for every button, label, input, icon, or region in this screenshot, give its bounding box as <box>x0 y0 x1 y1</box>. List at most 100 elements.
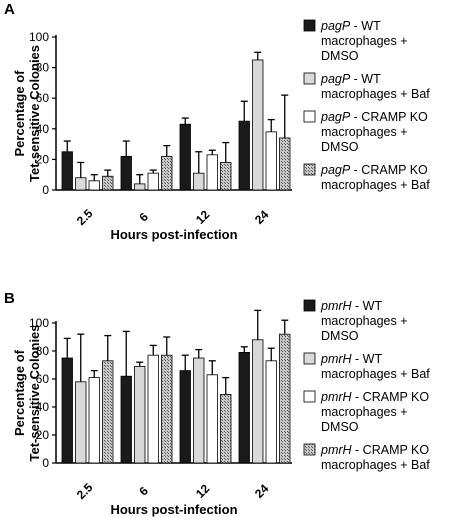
legend-label-line: pmrH - WT <box>320 299 382 313</box>
legend-label-line: macrophages + Baf <box>321 87 430 101</box>
bar-black <box>238 351 250 464</box>
bar-black <box>61 357 73 464</box>
legend-label-line: pmrH - CRAMP KO <box>320 390 429 404</box>
y-tick-label: 80 <box>36 344 50 358</box>
legend-label-line: DMSO <box>321 140 359 154</box>
bar-black <box>179 123 191 191</box>
y-axis-title: Percentage ofTet-sensitive Colonies <box>12 45 42 182</box>
bar-hatched <box>220 393 232 464</box>
y-tick-label: 60 <box>36 91 50 105</box>
y-tick-label: 20 <box>36 428 50 442</box>
legend-label-text: - WT <box>350 72 381 86</box>
x-tick-label: 6 <box>136 210 151 225</box>
legend-gene-name: pagP <box>320 163 351 177</box>
legend-label-text: DMSO <box>321 140 359 154</box>
x-axis-title: Hours post-infection <box>110 502 237 517</box>
bar-white <box>147 354 159 464</box>
legend-label-line: macrophages + Baf <box>321 178 430 192</box>
legend-swatch-hatched <box>303 443 316 456</box>
bar-white <box>88 377 100 464</box>
x-tick-label: 2.5 <box>74 206 96 228</box>
legend-label-line: DMSO <box>321 49 359 63</box>
bar-lightgray <box>134 183 146 191</box>
legend-gene-name: pagP <box>320 110 351 124</box>
bar-white <box>265 360 277 464</box>
bar-hatched <box>279 333 291 464</box>
y-tick-label: 80 <box>36 61 50 75</box>
legend-swatch-black <box>303 19 316 32</box>
panel-letter: B <box>4 290 15 307</box>
legend-gene-name: pmrH <box>320 390 353 404</box>
y-tick-label: 20 <box>36 152 50 166</box>
legend-swatch-black <box>303 299 316 312</box>
legend-label-text: DMSO <box>321 49 359 63</box>
bar-black <box>179 370 191 464</box>
legend-label-line: macrophages + <box>321 314 408 328</box>
bar-white <box>265 131 277 191</box>
y-tick-label: 100 <box>29 316 49 330</box>
legend-label-text: macrophages + Baf <box>321 178 430 192</box>
bar-hatched <box>102 360 114 464</box>
legend-label-text: - CRAMP KO <box>350 110 428 124</box>
legend-gene-name: pagP <box>320 72 351 86</box>
legend-swatch-white <box>303 390 316 403</box>
bar-hatched <box>279 137 291 191</box>
y-tick-label: 40 <box>36 400 50 414</box>
bar-black <box>120 155 132 191</box>
legend-gene-name: pmrH <box>320 443 353 457</box>
bar-hatched <box>161 155 173 191</box>
legend-label-text: macrophages + Baf <box>321 367 430 381</box>
legend-label-text: - CRAMP KO <box>352 390 430 404</box>
legend-label-text: macrophages + <box>321 34 408 48</box>
legend-gene-name: pagP <box>320 19 351 33</box>
legend-label-line: DMSO <box>321 329 359 343</box>
legend-label-line: pmrH - WT <box>320 352 382 366</box>
bar-lightgray <box>75 177 87 191</box>
bar-black <box>120 375 132 464</box>
legend-swatch-white <box>303 110 316 123</box>
legend-label-line: DMSO <box>321 420 359 434</box>
bar-lightgray <box>75 381 87 464</box>
bar-lightgray <box>193 172 205 191</box>
y-tick-label: 60 <box>36 372 50 386</box>
legend-label-text: - WT <box>352 352 383 366</box>
y-axis-title: Percentage ofTet-sensitive Colonies <box>12 324 42 461</box>
bar-hatched <box>102 175 114 191</box>
legend-label-text: - WT <box>352 299 383 313</box>
y-tick-label: 100 <box>29 30 49 44</box>
x-tick-label: 12 <box>193 481 213 501</box>
legend-label-line: macrophages + <box>321 34 408 48</box>
y-tick-label: 0 <box>42 183 49 197</box>
legend-label-line: macrophages + Baf <box>321 367 430 381</box>
y-tick-label: 40 <box>36 122 50 136</box>
bar-black <box>61 151 73 191</box>
legend-label-text: DMSO <box>321 420 359 434</box>
bar-lightgray <box>134 365 146 464</box>
legend-gene-name: pmrH <box>320 352 353 366</box>
bar-white <box>147 172 159 191</box>
y-axis-title-line: Percentage of <box>12 349 27 436</box>
legend-label-text: macrophages + <box>321 405 408 419</box>
legend-label-line: macrophages + <box>321 125 408 139</box>
legend-label-line: pmrH - CRAMP KO <box>320 443 429 457</box>
bar-lightgray <box>252 339 264 464</box>
legend-label-text: - WT <box>350 19 381 33</box>
x-tick-label: 24 <box>252 481 272 501</box>
x-tick-label: 2.5 <box>74 480 96 502</box>
legend-label-line: pagP - CRAMP KO <box>320 110 428 124</box>
bar-black <box>238 120 250 191</box>
legend-label-text: DMSO <box>321 329 359 343</box>
legend-label-text: macrophages + <box>321 125 408 139</box>
legend-label-line: pagP - CRAMP KO <box>320 163 428 177</box>
legend-swatch-lightgray <box>303 72 316 85</box>
legend-gene-name: pmrH <box>320 299 353 313</box>
legend-swatch-lightgray <box>303 352 316 365</box>
panel-letter: A <box>4 1 15 18</box>
bar-white <box>206 374 218 464</box>
x-tick-label: 24 <box>252 207 272 227</box>
bar-white <box>88 180 100 191</box>
legend-label-text: macrophages + Baf <box>321 87 430 101</box>
legend-label-line: pagP - WT <box>320 19 381 33</box>
